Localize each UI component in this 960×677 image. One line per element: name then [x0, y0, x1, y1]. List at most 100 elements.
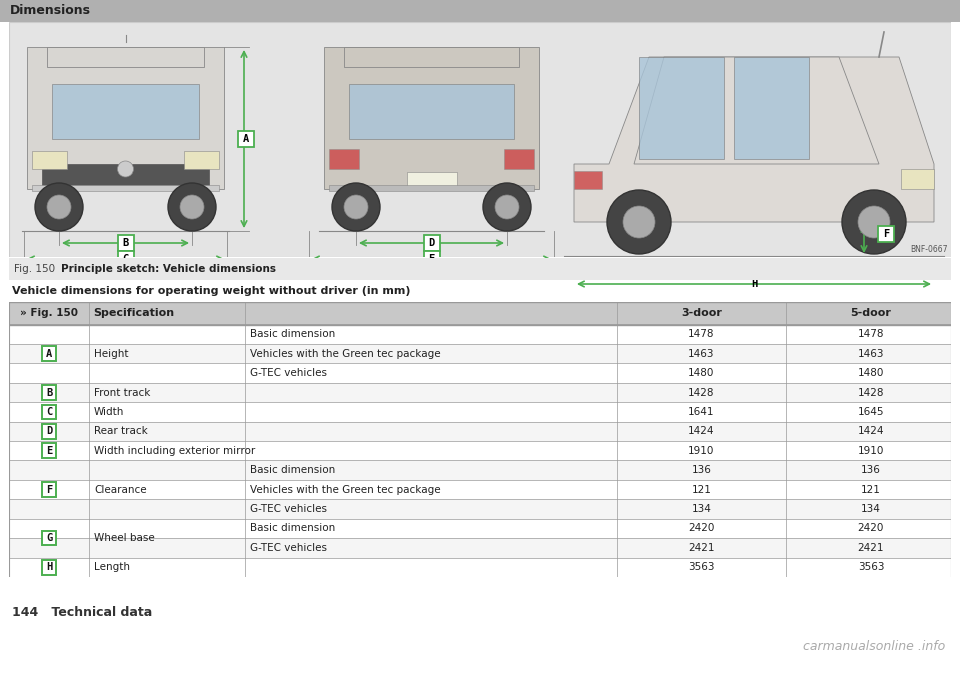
Text: E: E: [46, 445, 52, 456]
Bar: [9, 500, 951, 519]
Text: 1478: 1478: [857, 329, 884, 339]
Text: » Fig. 150: » Fig. 150: [20, 308, 78, 318]
Text: 3-door: 3-door: [681, 308, 722, 318]
Bar: [41, 531, 57, 546]
Bar: [41, 385, 57, 400]
Bar: [184, 151, 219, 169]
Bar: [423, 235, 440, 251]
Bar: [9, 364, 951, 383]
Bar: [9, 344, 951, 364]
Text: 1478: 1478: [688, 329, 714, 339]
Bar: [41, 560, 57, 575]
Text: 2421: 2421: [688, 543, 714, 553]
Text: 1424: 1424: [857, 427, 884, 437]
Bar: [41, 424, 57, 439]
Text: Basic dimension: Basic dimension: [250, 465, 335, 475]
Text: F: F: [883, 229, 889, 239]
Bar: [349, 84, 514, 139]
Text: Vehicles with the Green tec package: Vehicles with the Green tec package: [250, 485, 440, 495]
Bar: [9, 558, 951, 577]
Text: F: F: [46, 485, 52, 495]
Text: 1910: 1910: [857, 445, 884, 456]
Text: 121: 121: [861, 485, 881, 495]
Circle shape: [842, 190, 906, 254]
Bar: [423, 251, 440, 267]
Text: Specification: Specification: [93, 308, 174, 318]
Text: B: B: [122, 238, 129, 248]
Text: Rear track: Rear track: [94, 427, 148, 437]
Text: 134: 134: [691, 504, 711, 514]
Circle shape: [35, 183, 83, 231]
Bar: [41, 405, 57, 419]
Text: D: D: [428, 238, 435, 248]
Text: 2420: 2420: [688, 523, 714, 533]
Text: 144   Technical data: 144 Technical data: [12, 605, 152, 619]
Text: 1645: 1645: [857, 407, 884, 417]
Circle shape: [180, 195, 204, 219]
Bar: [52, 84, 199, 139]
Text: 1480: 1480: [857, 368, 884, 378]
Bar: [406, 172, 457, 187]
Bar: [117, 235, 133, 251]
Text: G: G: [46, 533, 52, 543]
Circle shape: [168, 183, 216, 231]
Text: A: A: [243, 134, 250, 144]
Bar: [47, 47, 204, 67]
Text: 1428: 1428: [857, 387, 884, 397]
Text: 1463: 1463: [688, 349, 714, 359]
Bar: [504, 149, 534, 169]
Text: H: H: [751, 279, 757, 289]
Text: 1428: 1428: [688, 387, 714, 397]
Text: B: B: [46, 387, 52, 397]
Bar: [9, 422, 951, 441]
Text: G: G: [754, 263, 759, 273]
Circle shape: [117, 161, 133, 177]
Text: BNF-0667: BNF-0667: [910, 245, 948, 254]
Circle shape: [332, 183, 380, 231]
Text: Height: Height: [94, 349, 129, 359]
Bar: [329, 185, 534, 191]
Circle shape: [607, 190, 671, 254]
Text: Vehicle dimensions for operating weight without driver (in mm): Vehicle dimensions for operating weight …: [12, 286, 410, 296]
Circle shape: [47, 195, 71, 219]
Bar: [9, 324, 951, 344]
Text: 2420: 2420: [857, 523, 884, 533]
Circle shape: [858, 206, 890, 238]
Text: Basic dimension: Basic dimension: [250, 329, 335, 339]
Text: Width: Width: [94, 407, 125, 417]
Text: carmanualsonline .info: carmanualsonline .info: [804, 640, 946, 653]
Text: 2421: 2421: [857, 543, 884, 553]
Text: 121: 121: [691, 485, 711, 495]
Text: 1424: 1424: [688, 427, 714, 437]
Circle shape: [483, 183, 531, 231]
Text: Basic dimension: Basic dimension: [250, 523, 335, 533]
Text: 1910: 1910: [688, 445, 714, 456]
Text: Front track: Front track: [94, 387, 151, 397]
Text: Vehicles with the Green tec package: Vehicles with the Green tec package: [250, 349, 440, 359]
Bar: [9, 519, 951, 538]
Bar: [41, 347, 57, 361]
Bar: [9, 460, 951, 480]
Bar: [9, 383, 951, 402]
Bar: [32, 151, 67, 169]
Bar: [901, 169, 934, 189]
Text: G-TEC vehicles: G-TEC vehicles: [250, 504, 326, 514]
Bar: [749, 260, 764, 276]
Text: 5-door: 5-door: [851, 308, 892, 318]
Text: 136: 136: [861, 465, 881, 475]
Bar: [117, 251, 133, 267]
Bar: [27, 47, 224, 189]
Text: D: D: [46, 427, 52, 437]
Text: A: A: [46, 349, 52, 359]
Bar: [734, 57, 809, 159]
Text: Width including exterior mirror: Width including exterior mirror: [94, 445, 255, 456]
Circle shape: [495, 195, 519, 219]
Bar: [9, 538, 951, 558]
Text: G-TEC vehicles: G-TEC vehicles: [250, 368, 326, 378]
Text: G-TEC vehicles: G-TEC vehicles: [250, 543, 326, 553]
Polygon shape: [574, 57, 934, 222]
Text: 136: 136: [691, 465, 711, 475]
Text: C: C: [46, 407, 52, 417]
Bar: [238, 131, 254, 147]
Bar: [746, 276, 762, 292]
